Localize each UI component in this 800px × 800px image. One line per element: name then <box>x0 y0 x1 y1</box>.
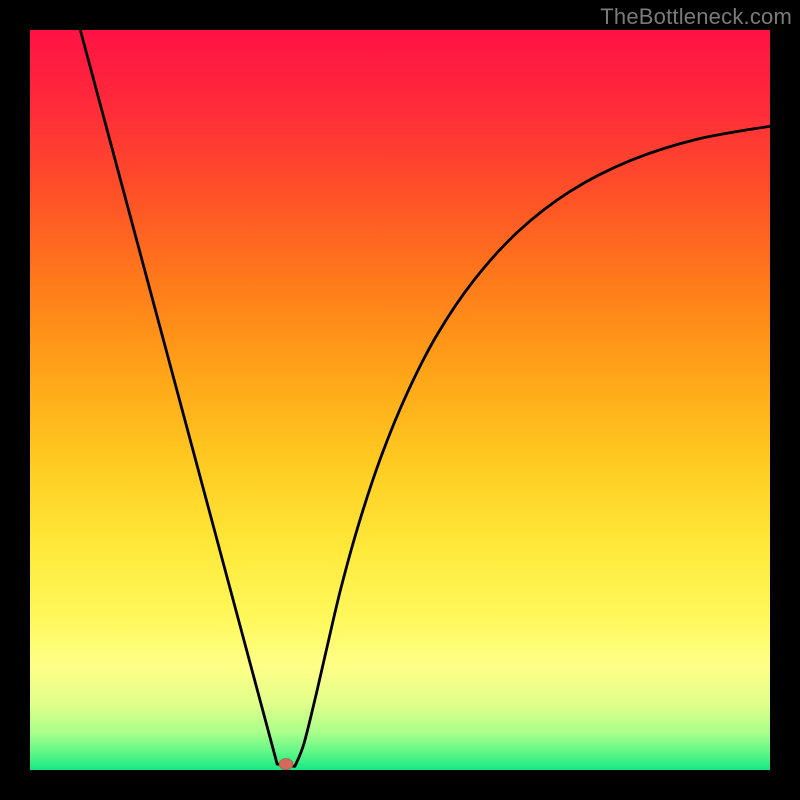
chart-container: TheBottleneck.com <box>0 0 800 800</box>
optimum-marker <box>279 759 293 770</box>
bottleneck-chart <box>0 0 800 800</box>
plot-area <box>30 30 770 770</box>
watermark-label: TheBottleneck.com <box>600 4 792 30</box>
